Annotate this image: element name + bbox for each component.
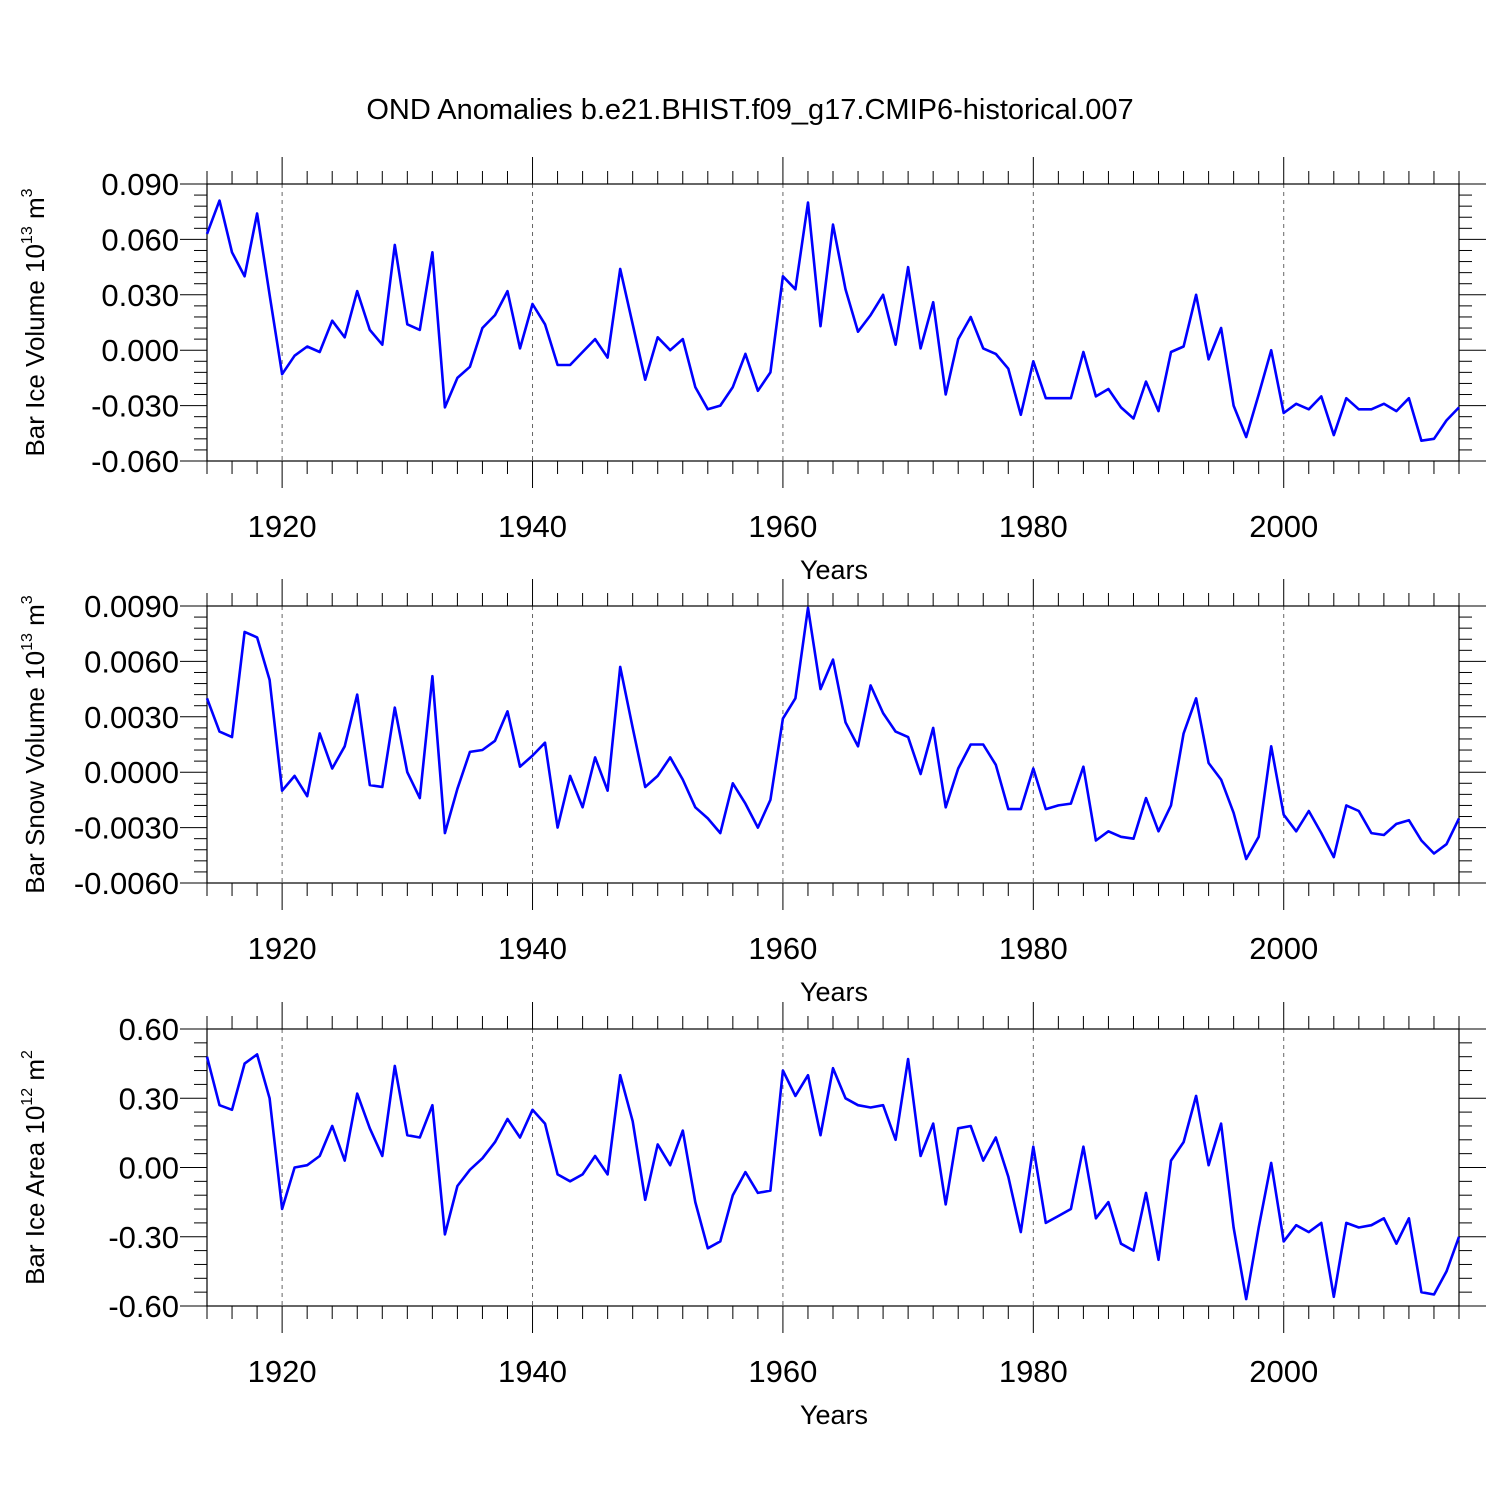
y-tick-label: -0.60 xyxy=(108,1289,179,1324)
x-tick-label: 1920 xyxy=(248,931,317,966)
y-tick-label: 0.60 xyxy=(119,1012,179,1047)
y-tick-label: 0.090 xyxy=(101,167,179,202)
y-tick-label: 0.0030 xyxy=(84,700,179,735)
x-tick-label: 1940 xyxy=(498,1354,567,1389)
y-tick-label: -0.030 xyxy=(91,389,179,424)
y-tick-label: 0.00 xyxy=(119,1151,179,1186)
chart-panel-1: -0.060 -0.030 0.000 0.030 0.060 0.090 1920 1940… xyxy=(19,157,1486,585)
x-tick-label: 1960 xyxy=(748,509,817,544)
x-tick-label: 1980 xyxy=(999,931,1068,966)
y-tick-label: 0.0090 xyxy=(84,589,179,624)
y-tick-label: 0.030 xyxy=(101,278,179,313)
x-axis-label: Years xyxy=(800,555,868,585)
plot-frame xyxy=(206,605,1460,884)
y-tick-label: 0.30 xyxy=(119,1081,179,1116)
x-tick-label: 1980 xyxy=(999,1354,1068,1389)
y-tick-label: 0.0000 xyxy=(84,755,179,790)
y-axis-label: Bar Ice Area 1012 m2 xyxy=(19,1050,50,1285)
figure-title: OND Anomalies b.e21.BHIST.f09_g17.CMIP6-… xyxy=(366,94,1133,126)
y-axis-label: Bar Snow Volume 1013 m3 xyxy=(19,595,50,894)
chart-panel-2: -0.0060 -0.0030 0.0000 0.0030 0.0060 0.0090 19… xyxy=(19,579,1486,1007)
y-tick-label: -0.30 xyxy=(108,1220,179,1255)
x-tick-label: 1920 xyxy=(248,1354,317,1389)
y-tick-label: -0.0060 xyxy=(74,866,179,901)
y-tick-label: 0.060 xyxy=(101,222,179,257)
y-axis-label: Bar Ice Volume 1013 m3 xyxy=(19,188,50,456)
x-tick-label: 1960 xyxy=(748,931,817,966)
series-line xyxy=(205,606,1461,861)
y-tick-label: -0.0030 xyxy=(74,811,179,846)
y-tick-label: 0.000 xyxy=(101,333,179,368)
x-axis-label: Years xyxy=(800,1400,868,1430)
x-tick-label: 1920 xyxy=(248,509,317,544)
x-tick-label: 1940 xyxy=(498,931,567,966)
series-line xyxy=(205,1053,1461,1301)
x-tick-label: 2000 xyxy=(1249,1354,1318,1389)
x-tick-label: 2000 xyxy=(1249,509,1318,544)
series-line xyxy=(205,199,1460,443)
y-tick-label: -0.060 xyxy=(91,444,179,479)
x-tick-label: 1960 xyxy=(748,1354,817,1389)
chart-panel-3: -0.60 -0.30 0.00 0.30 0.60 1920 1940 1960 1980 20… xyxy=(19,1002,1486,1430)
x-tick-label: 2000 xyxy=(1249,931,1318,966)
x-tick-label: 1940 xyxy=(498,509,567,544)
y-tick-label: 0.0060 xyxy=(84,644,179,679)
x-tick-label: 1980 xyxy=(999,509,1068,544)
x-axis-label: Years xyxy=(800,977,868,1007)
